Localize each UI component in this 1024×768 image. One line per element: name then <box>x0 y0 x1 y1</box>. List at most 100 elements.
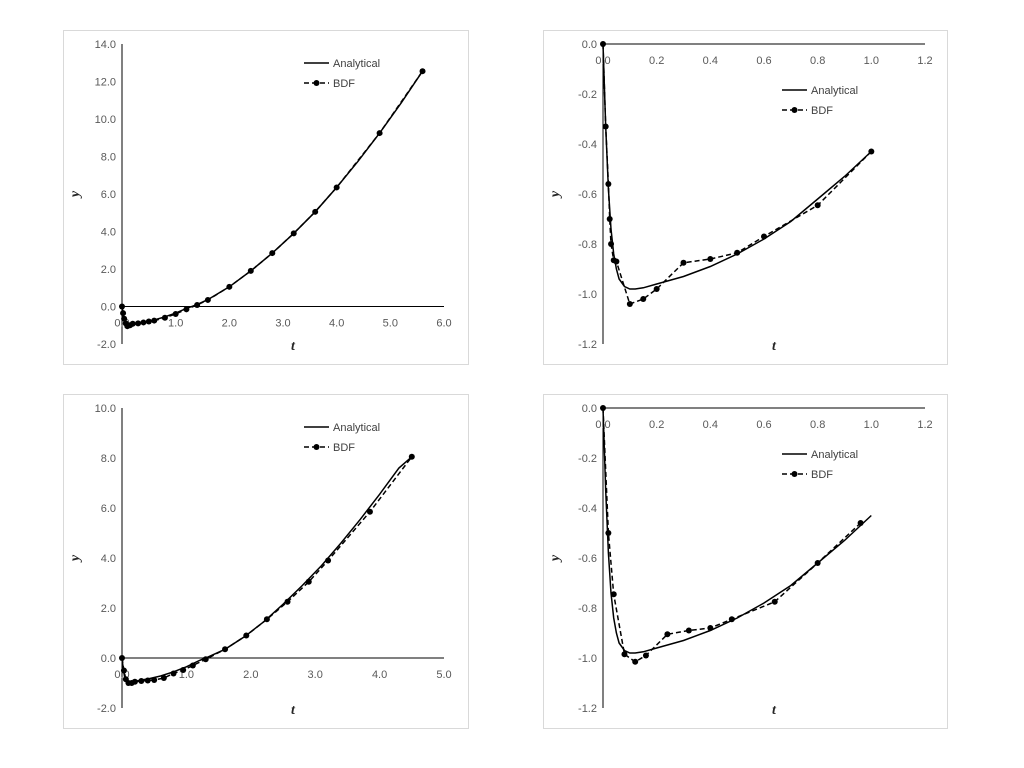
data-point-bdf <box>269 250 276 257</box>
x-tick-label: 6.0 <box>436 318 451 330</box>
data-point-bdf <box>222 646 229 653</box>
legend-label-analytical: Analytical <box>333 58 380 70</box>
x-tick-label: 1.2 <box>917 55 932 67</box>
x-tick-label: 3.0 <box>275 318 290 330</box>
x-axis-title: t <box>291 339 296 354</box>
y-axis-title: y <box>68 554 83 563</box>
y-tick-label: 0.0 <box>101 653 116 665</box>
data-point-bdf <box>707 625 714 631</box>
y-tick-label: -0.8 <box>578 239 597 251</box>
x-tick-label: 0.6 <box>756 55 771 67</box>
y-tick-label: 0.0 <box>582 39 597 51</box>
chart-panel-2: -1.2 -1.0 -0.8 -0.6 -0.4 -0.2 0.0 0.0 0.2 0.4 0.6 0… <box>543 30 948 365</box>
data-point-bdf <box>728 616 735 623</box>
legend-label-analytical: Analytical <box>811 449 858 461</box>
x-tick-label: 0.8 <box>810 419 825 431</box>
data-point-bdf <box>734 249 741 256</box>
y-tick-label: -0.4 <box>578 139 597 151</box>
x-axis-title: t <box>772 339 777 354</box>
chart-2-svg: -1.2-1.0-0.8-0.6-0.4-0.20.00.0 0.2 0.4 0.6 0… <box>548 39 933 354</box>
x-tick-label: 0.4 <box>703 55 718 67</box>
x-tick-label: 1.0 <box>864 419 879 431</box>
y-tick-label: -0.6 <box>578 553 597 565</box>
data-point-bdf <box>284 598 291 605</box>
x-tick-label: 0.2 <box>649 55 664 67</box>
data-point-bdf <box>121 315 128 322</box>
x-tick-label: 5.0 <box>436 669 451 681</box>
y-tick-label: 8.0 <box>101 453 116 465</box>
data-point-bdf <box>226 283 233 290</box>
data-point-bdf <box>632 658 639 665</box>
data-point-bdf <box>606 216 613 222</box>
x-tick-label: 2.0 <box>222 318 237 330</box>
data-point-bdf <box>135 320 142 327</box>
x-axis-title: t <box>772 703 777 718</box>
y-tick-label: 2.0 <box>101 603 116 615</box>
data-point-bdf <box>290 230 297 237</box>
data-point-bdf <box>120 667 127 674</box>
data-point-bdf <box>419 68 426 75</box>
data-point-bdf <box>857 520 864 526</box>
data-point-bdf <box>120 310 127 317</box>
data-point-bdf <box>814 202 821 209</box>
data-point-bdf <box>613 258 620 265</box>
series-line-analytical <box>121 456 413 684</box>
y-tick-label: -1.2 <box>578 703 597 715</box>
y-tick-label: 12.0 <box>95 77 116 89</box>
x-tick-label: 4.0 <box>372 669 387 681</box>
y-tick-label: -0.6 <box>578 189 597 201</box>
data-point-bdf <box>129 320 136 327</box>
data-point-bdf <box>194 302 201 308</box>
data-point-bdf <box>761 233 767 240</box>
data-point-bdf <box>600 41 606 47</box>
y-tick-label: 10.0 <box>95 114 116 126</box>
data-point-bdf <box>183 306 190 313</box>
y-tick-label: -1.2 <box>578 339 597 351</box>
legend-label-bdf: BDF <box>811 469 833 481</box>
y-axis-title: y <box>68 190 83 199</box>
data-point-bdf <box>243 632 250 639</box>
legend-marker-bdf <box>791 107 798 113</box>
y-tick-label: -0.4 <box>578 503 597 515</box>
data-point-bdf <box>172 311 179 317</box>
series-line-bdf <box>121 456 413 684</box>
chart-4-svg: -1.2-1.0-0.8-0.6-0.4-0.20.00.0 0.2 0.4 0.6 0… <box>548 403 933 718</box>
y-tick-label: 14.0 <box>95 39 116 51</box>
data-point-bdf <box>376 130 383 137</box>
series-line-bdf <box>121 70 424 328</box>
data-point-bdf <box>170 670 177 677</box>
data-point-bdf <box>640 296 647 302</box>
data-point-bdf <box>610 591 617 598</box>
series-line-analytical <box>121 70 424 326</box>
y-tick-label: 4.0 <box>101 553 116 565</box>
x-tick-label: 0.6 <box>756 419 771 431</box>
y-axis-title: y <box>548 190 563 199</box>
data-point-bdf <box>119 655 125 661</box>
data-point-bdf <box>605 181 612 187</box>
data-point-bdf <box>814 560 821 566</box>
data-point-bdf <box>626 301 633 307</box>
y-tick-label: -1.0 <box>578 289 597 301</box>
data-point-bdf <box>707 256 714 262</box>
data-point-bdf <box>180 667 187 673</box>
data-point-bdf <box>144 677 151 684</box>
data-point-bdf <box>119 303 125 310</box>
data-point-bdf <box>131 678 138 685</box>
data-point-bdf <box>605 530 612 536</box>
data-point-bdf <box>161 314 168 321</box>
series-line-analytical <box>602 407 872 654</box>
legend-marker-bdf <box>313 444 320 450</box>
y-tick-label: 10.0 <box>95 403 116 415</box>
y-tick-label: 6.0 <box>101 189 116 201</box>
y-tick-label: -2.0 <box>97 339 116 351</box>
data-point-bdf <box>608 241 615 247</box>
chart-3-svg: -2.00.02.04.06.08.010.00.0 1.0 2.0 3.0 4.0 5.… <box>68 403 452 718</box>
data-point-bdf <box>247 267 254 274</box>
x-tick-label: 1.0 <box>864 55 879 67</box>
legend-label-bdf: BDF <box>811 105 833 117</box>
x-tick-label: 0.4 <box>703 419 718 431</box>
legend-marker-bdf <box>313 80 320 86</box>
y-tick-label: 0.0 <box>101 302 116 314</box>
data-point-bdf <box>151 677 158 683</box>
data-point-bdf <box>151 317 158 324</box>
